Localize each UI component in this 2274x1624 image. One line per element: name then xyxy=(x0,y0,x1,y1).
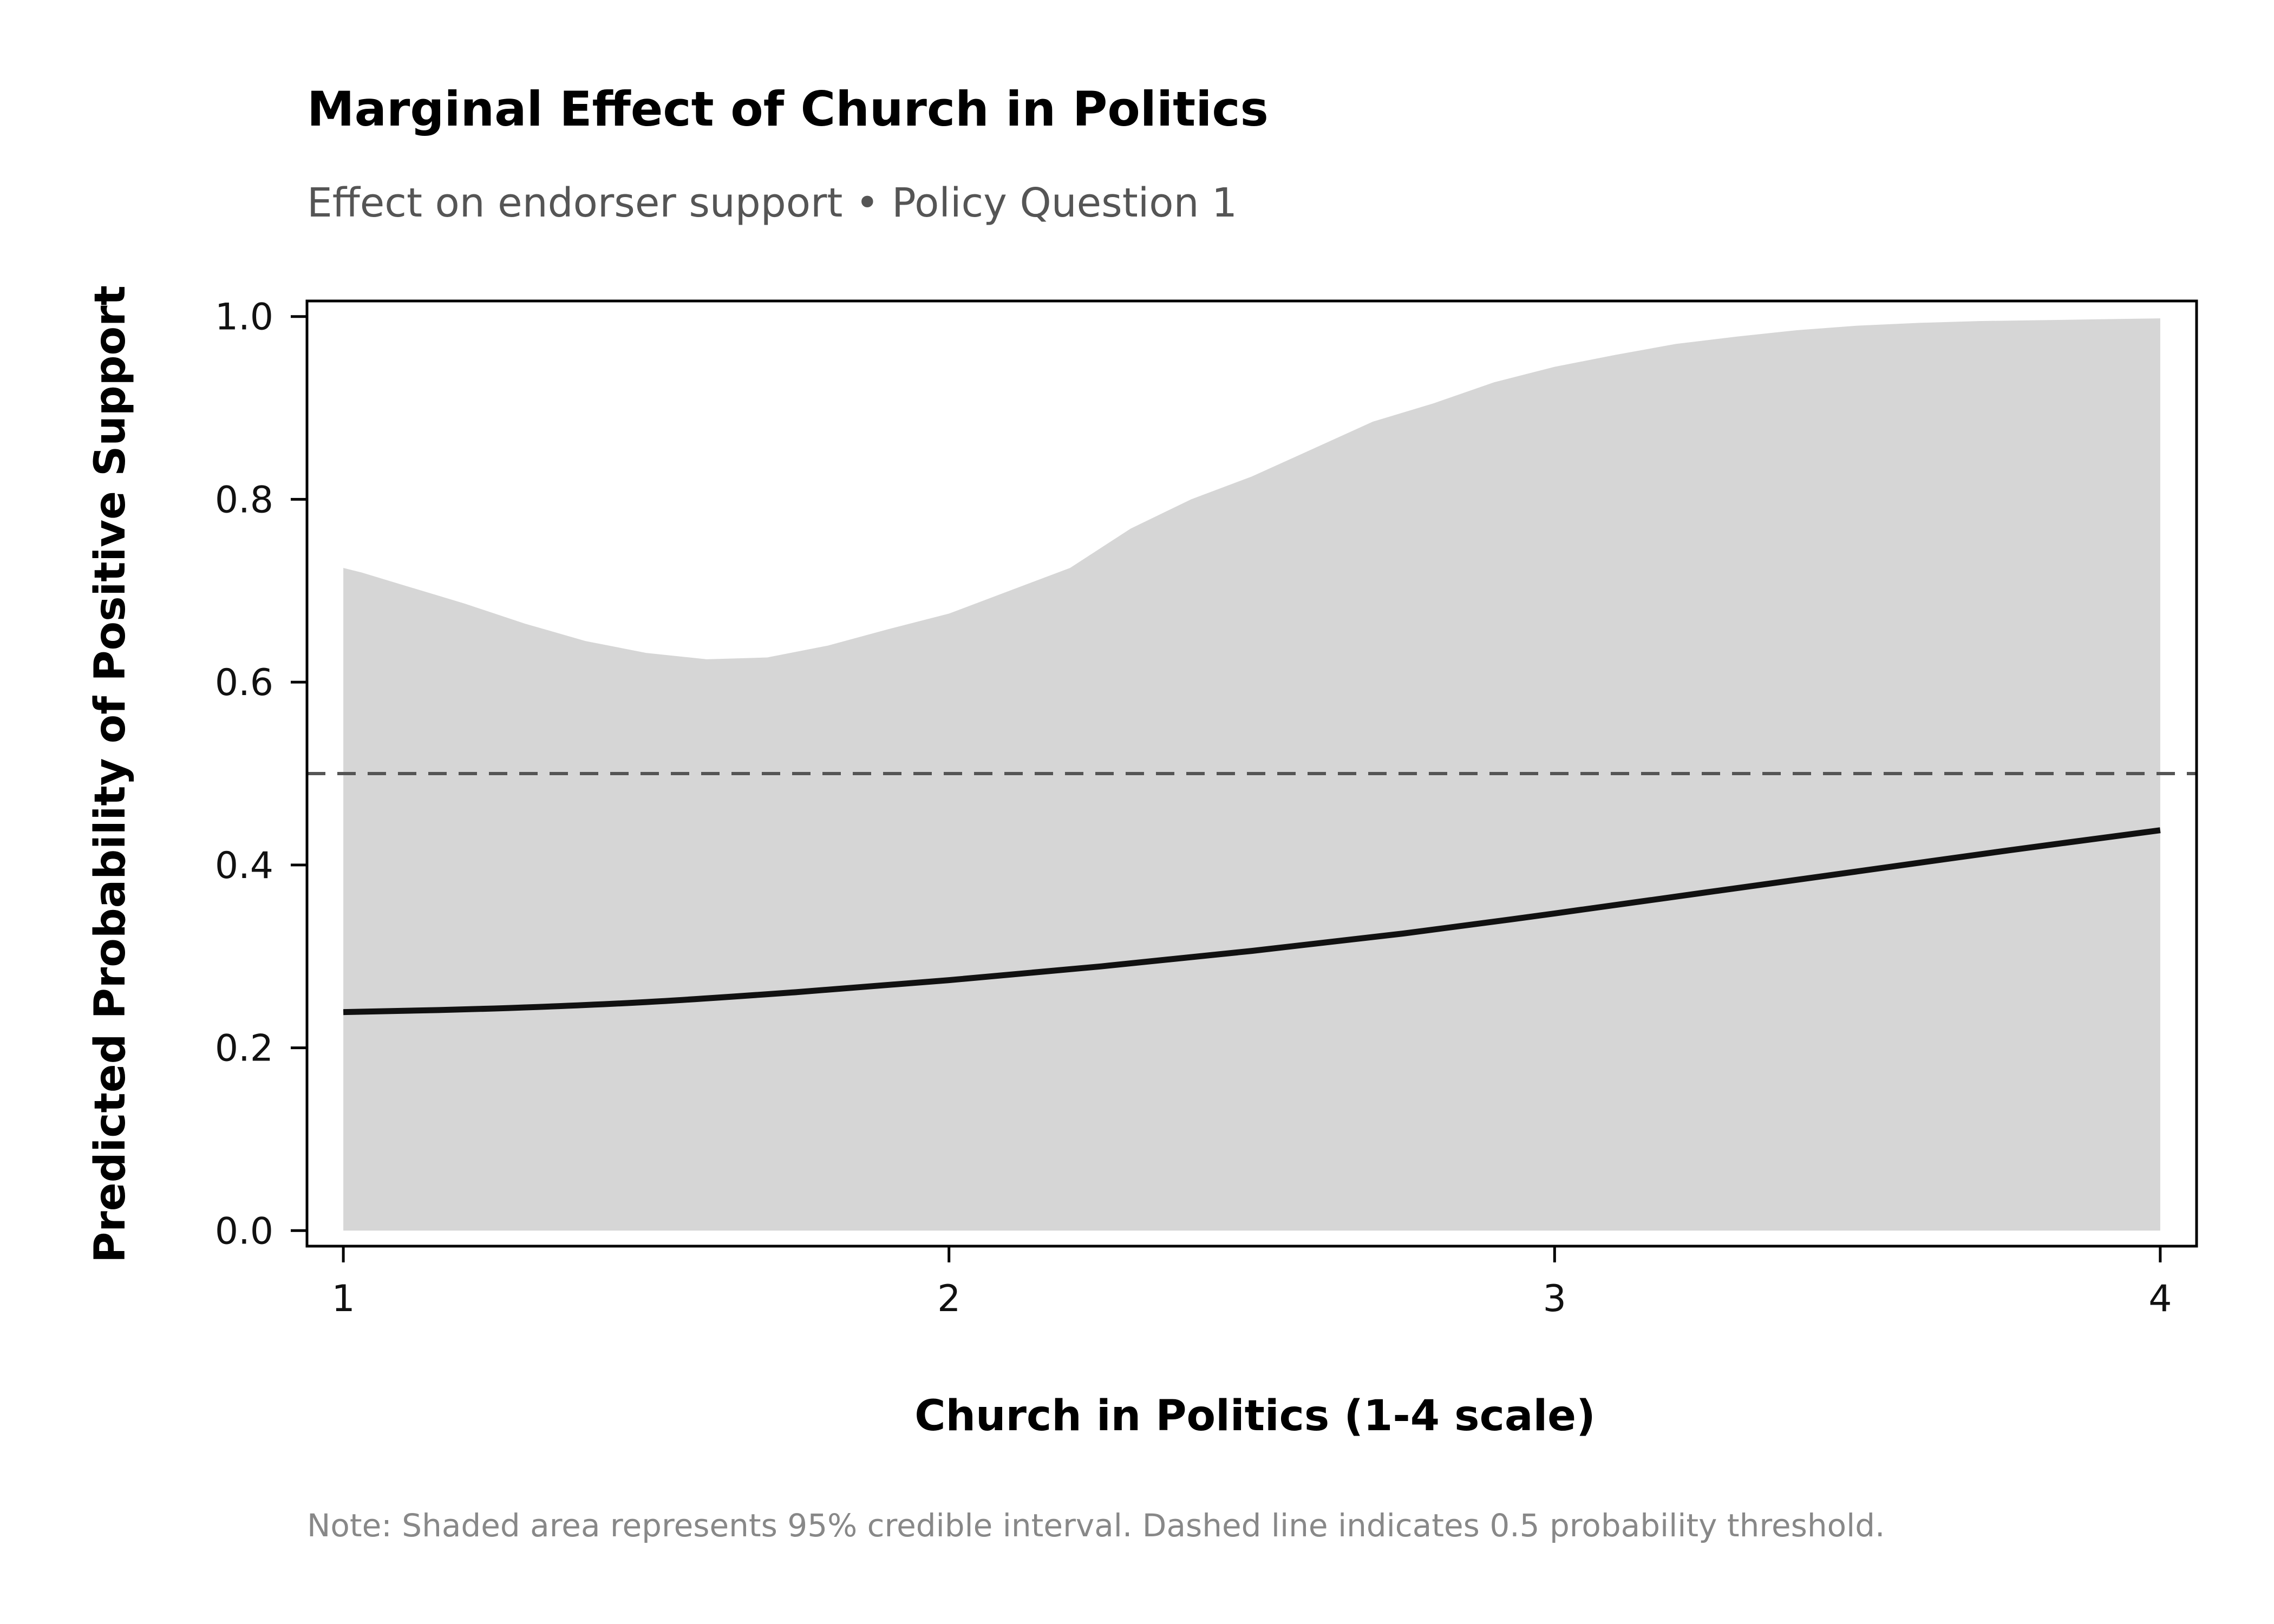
predicted-probability-line xyxy=(343,827,2161,1016)
chart-title: Marginal Effect of Church in Politics xyxy=(307,81,1269,137)
x-tick-label: 2 xyxy=(937,1278,960,1320)
y-axis: 0.0 0.2 0.4 0.6 0.8 1.0 xyxy=(215,296,307,1253)
y-tick-label: 0.2 xyxy=(215,1027,273,1070)
plot-frame xyxy=(305,299,2198,1248)
x-axis-title: Church in Politics (1-4 scale) xyxy=(914,1392,1595,1440)
y-axis-title: Predicted Probability of Positive Suppor… xyxy=(86,285,135,1263)
line-layer xyxy=(343,827,2161,1016)
y-tick-label: 0.0 xyxy=(215,1210,273,1253)
y-tick-label: 1.0 xyxy=(215,296,273,339)
x-tick-label: 1 xyxy=(331,1278,355,1320)
x-tick-label: 4 xyxy=(2148,1278,2172,1320)
y-tick-label: 0.8 xyxy=(215,479,273,521)
chart-subtitle: Effect on endorser support • Policy Ques… xyxy=(307,180,1237,226)
y-tick-label: 0.4 xyxy=(215,844,273,887)
chart-note: Note: Shaded area represents 95% credibl… xyxy=(307,1507,1885,1544)
y-tick-label: 0.6 xyxy=(215,662,273,704)
plot-area xyxy=(305,299,2198,1248)
x-tick-label: 3 xyxy=(1543,1278,1566,1320)
x-axis: 1 2 3 4 xyxy=(331,1246,2172,1320)
